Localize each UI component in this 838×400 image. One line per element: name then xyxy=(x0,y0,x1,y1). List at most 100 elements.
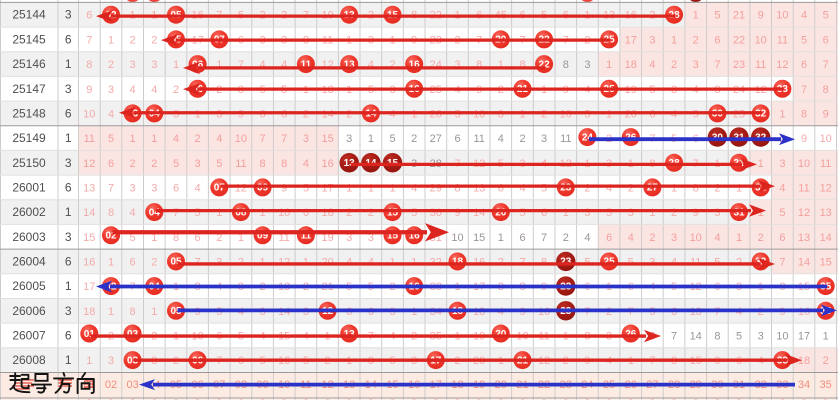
svg-text:03: 03 xyxy=(126,379,138,391)
svg-text:1: 1 xyxy=(86,355,92,367)
svg-text:3: 3 xyxy=(346,232,352,244)
svg-text:12: 12 xyxy=(235,182,247,194)
svg-text:9: 9 xyxy=(823,108,829,120)
svg-text:8: 8 xyxy=(584,398,590,400)
svg-text:26006: 26006 xyxy=(12,304,46,318)
svg-text:3: 3 xyxy=(173,108,179,120)
svg-text:20: 20 xyxy=(495,329,507,340)
svg-text:20: 20 xyxy=(495,207,507,218)
svg-text:03: 03 xyxy=(127,329,139,340)
svg-text:5: 5 xyxy=(606,207,612,219)
svg-text:12: 12 xyxy=(83,158,95,170)
svg-text:13: 13 xyxy=(473,182,485,194)
svg-text:7: 7 xyxy=(281,133,287,145)
svg-text:2: 2 xyxy=(671,59,677,71)
svg-text:08: 08 xyxy=(235,207,247,218)
svg-text:12: 12 xyxy=(776,59,788,71)
svg-text:17: 17 xyxy=(321,182,333,194)
svg-text:5: 5 xyxy=(714,10,720,22)
svg-text:3: 3 xyxy=(498,108,504,120)
svg-text:1: 1 xyxy=(216,59,222,71)
svg-text:26008: 26008 xyxy=(12,353,46,367)
svg-text:11: 11 xyxy=(235,158,246,170)
svg-text:18: 18 xyxy=(83,306,95,318)
svg-text:2: 2 xyxy=(649,232,655,244)
svg-text:15: 15 xyxy=(387,207,399,218)
svg-text:13: 13 xyxy=(820,207,832,219)
svg-text:3: 3 xyxy=(541,133,547,145)
svg-text:8: 8 xyxy=(563,398,569,400)
svg-text:26007: 26007 xyxy=(12,328,46,342)
svg-text:7: 7 xyxy=(779,256,785,268)
svg-text:2: 2 xyxy=(714,182,720,194)
svg-text:26004: 26004 xyxy=(12,254,46,268)
svg-text:25150: 25150 xyxy=(12,156,46,170)
svg-text:4: 4 xyxy=(779,182,785,194)
svg-text:4: 4 xyxy=(628,232,634,244)
svg-text:1: 1 xyxy=(195,108,201,120)
svg-text:14: 14 xyxy=(473,207,485,219)
svg-text:9: 9 xyxy=(86,84,92,96)
svg-text:8: 8 xyxy=(498,398,504,400)
svg-text:8: 8 xyxy=(693,398,699,400)
svg-text:8: 8 xyxy=(108,398,114,400)
svg-text:1: 1 xyxy=(368,182,374,194)
svg-text:8: 8 xyxy=(411,398,417,400)
svg-text:13: 13 xyxy=(83,182,95,194)
svg-text:2: 2 xyxy=(779,133,785,145)
svg-text:1: 1 xyxy=(649,207,655,219)
svg-text:13: 13 xyxy=(798,232,810,244)
svg-text:5: 5 xyxy=(823,10,829,22)
svg-text:10: 10 xyxy=(83,108,95,120)
svg-text:1: 1 xyxy=(108,34,114,46)
svg-text:8: 8 xyxy=(801,108,807,120)
svg-text:3: 3 xyxy=(758,330,764,342)
svg-text:1: 1 xyxy=(736,182,742,194)
svg-text:23: 23 xyxy=(733,59,745,71)
svg-text:11: 11 xyxy=(278,232,289,244)
svg-text:2: 2 xyxy=(758,232,764,244)
svg-text:8: 8 xyxy=(86,398,92,400)
svg-text:7: 7 xyxy=(260,133,266,145)
svg-text:1: 1 xyxy=(368,133,374,145)
svg-text:15: 15 xyxy=(321,133,333,145)
svg-text:2: 2 xyxy=(346,108,352,120)
svg-text:1: 1 xyxy=(498,59,504,71)
svg-text:26002: 26002 xyxy=(12,205,46,219)
svg-text:4: 4 xyxy=(606,182,612,194)
svg-text:05: 05 xyxy=(170,306,182,317)
svg-text:1: 1 xyxy=(779,108,785,120)
svg-text:05: 05 xyxy=(170,257,182,268)
svg-text:5: 5 xyxy=(779,207,785,219)
svg-text:6: 6 xyxy=(541,207,547,219)
svg-text:23: 23 xyxy=(560,183,572,194)
svg-text:4: 4 xyxy=(195,182,201,194)
svg-text:6: 6 xyxy=(649,108,655,120)
svg-text:3: 3 xyxy=(693,59,699,71)
svg-text:8: 8 xyxy=(130,306,136,318)
svg-text:4: 4 xyxy=(519,182,525,194)
svg-text:3: 3 xyxy=(303,133,309,145)
svg-text:4: 4 xyxy=(130,84,136,96)
svg-text:04: 04 xyxy=(149,207,161,218)
svg-text:26: 26 xyxy=(430,108,442,120)
svg-text:2: 2 xyxy=(303,108,309,120)
svg-text:14: 14 xyxy=(820,232,832,244)
svg-text:6: 6 xyxy=(823,34,829,46)
svg-text:1: 1 xyxy=(498,232,504,244)
svg-text:8: 8 xyxy=(151,398,157,400)
svg-text:8: 8 xyxy=(260,158,266,170)
svg-text:3: 3 xyxy=(346,133,352,145)
svg-text:7: 7 xyxy=(86,34,92,46)
svg-text:11: 11 xyxy=(777,34,788,46)
svg-text:16: 16 xyxy=(409,230,421,241)
svg-text:7: 7 xyxy=(238,59,244,71)
svg-text:8: 8 xyxy=(758,398,764,400)
svg-text:6: 6 xyxy=(130,256,136,268)
svg-text:4: 4 xyxy=(260,59,266,71)
svg-text:10: 10 xyxy=(690,232,702,244)
svg-text:17: 17 xyxy=(83,281,95,293)
svg-text:1: 1 xyxy=(151,306,157,318)
svg-text:7: 7 xyxy=(801,84,807,96)
svg-text:11: 11 xyxy=(755,59,766,71)
